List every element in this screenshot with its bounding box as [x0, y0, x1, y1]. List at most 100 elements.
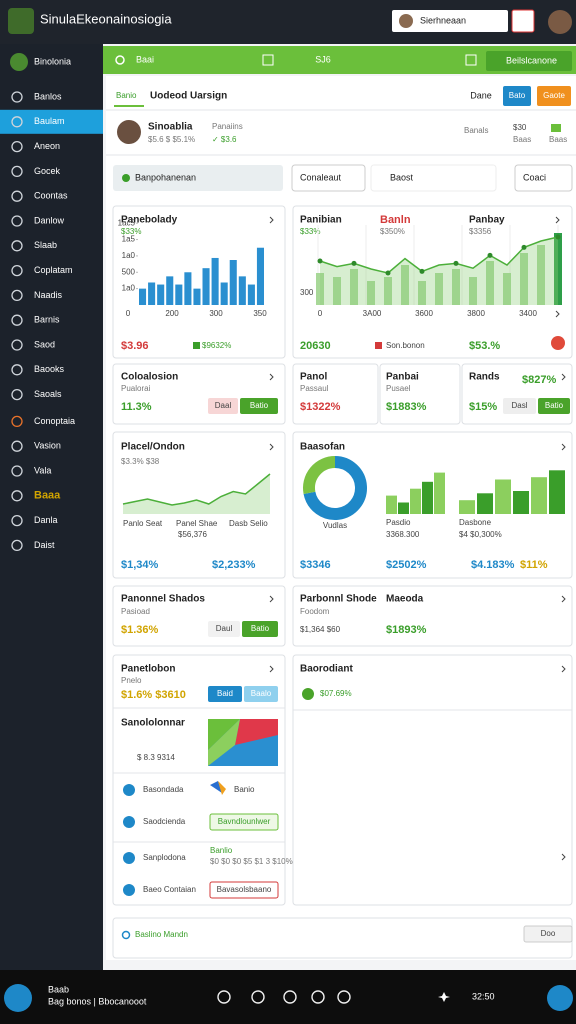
toolbar-search	[115, 55, 125, 65]
card	[292, 205, 573, 359]
button[interactable]	[503, 398, 536, 414]
card-footer: $1,34%	[121, 559, 159, 571]
sidebar	[0, 44, 103, 970]
sidebar-item[interactable]: Danla	[34, 515, 58, 525]
alert-button[interactable]	[511, 9, 535, 33]
start-button[interactable]	[4, 984, 32, 1012]
taskbar-icon[interactable]	[217, 990, 231, 1004]
button[interactable]	[208, 686, 242, 702]
button[interactable]	[209, 813, 279, 831]
toolbar-button[interactable]	[486, 51, 572, 71]
area	[320, 237, 558, 305]
button-label[interactable]: Baalo	[251, 689, 272, 698]
sidebar-icon	[11, 91, 23, 103]
card-value: $827%	[522, 374, 556, 386]
filter-search[interactable]	[113, 165, 283, 191]
section-value: $ 8.3 9314	[137, 753, 175, 762]
card-title: Banln	[380, 214, 411, 226]
card-footer: $9632%	[202, 341, 231, 350]
sidebar-item[interactable]: Saoals	[34, 389, 62, 399]
button[interactable]	[242, 621, 278, 637]
sidebar-item[interactable]: Banlos	[34, 91, 62, 101]
chevron	[561, 595, 566, 603]
filter-sort[interactable]	[514, 164, 573, 192]
button-label[interactable]: Daul	[216, 624, 233, 633]
y-tick-label: 1a5	[122, 235, 136, 244]
sidebar-item[interactable]: Coontas	[34, 191, 68, 201]
filter-select-text: Conaleaut	[300, 172, 342, 182]
sidebar-item[interactable]: Baooks	[34, 364, 65, 374]
list-item[interactable]: Basondada	[143, 785, 184, 794]
footer-info[interactable]: Baslino Mandn	[135, 930, 188, 939]
card-value: $15%	[469, 401, 497, 413]
bar	[531, 477, 547, 514]
button-label[interactable]: Doo	[541, 929, 556, 938]
donut-label: Vudlas	[323, 521, 347, 530]
button-label[interactable]: Dasl	[511, 401, 527, 410]
taskbar-icon[interactable]	[311, 990, 325, 1004]
sidebar-item[interactable]: Conoptaia	[34, 416, 75, 426]
chevron	[561, 373, 566, 381]
filter-select[interactable]	[291, 164, 366, 192]
x-tick-label: 200	[165, 309, 179, 318]
button-label[interactable]: Batio	[250, 401, 269, 410]
sidebar-item[interactable]: Naadis	[34, 290, 63, 300]
sidebar-item[interactable]: Danlow	[34, 215, 65, 225]
filter-field[interactable]	[370, 164, 497, 192]
color-block	[235, 719, 278, 745]
sidebar-item[interactable]: Daist	[34, 540, 55, 550]
tab-button-label[interactable]: Bato	[509, 91, 526, 100]
tab-button[interactable]	[537, 86, 571, 106]
button-label[interactable]: Bavndlounlwer	[218, 817, 271, 826]
bar	[247, 284, 255, 305]
taskbar-icon[interactable]	[337, 990, 351, 1004]
taskbar-icon[interactable]	[283, 990, 297, 1004]
tab-button-label[interactable]: Dane	[470, 90, 492, 100]
card-title: Panol	[300, 372, 327, 383]
tab-button[interactable]	[503, 86, 531, 106]
point	[351, 260, 357, 266]
sidebar-item[interactable]: Gocek	[34, 166, 61, 176]
tab-active[interactable]: Banio	[116, 91, 137, 100]
list-item[interactable]: Sanplodona	[143, 853, 186, 862]
button-label[interactable]: Batio	[251, 624, 270, 633]
sidebar-item[interactable]: Vasion	[34, 441, 61, 451]
button[interactable]	[209, 881, 279, 899]
search-box[interactable]	[392, 10, 508, 32]
taskbar-icon[interactable]	[251, 990, 265, 1004]
tab-button-label[interactable]: Gaote	[543, 91, 565, 100]
chart-label: Pasdio	[386, 518, 411, 527]
area	[123, 474, 270, 514]
button[interactable]	[523, 925, 573, 943]
bar	[537, 245, 545, 305]
button-label[interactable]: Bavasolsbaano	[217, 885, 272, 894]
button-label[interactable]: Baid	[217, 689, 233, 698]
small-text: Banlio	[210, 846, 233, 855]
tab-button[interactable]	[466, 86, 496, 106]
sidebar-item[interactable]: Baulam	[34, 116, 65, 126]
button[interactable]	[240, 398, 278, 414]
button[interactable]	[208, 398, 238, 414]
x-tick-label: 0	[318, 309, 323, 318]
list-item[interactable]: Baeo Contaian	[143, 885, 196, 894]
list-item[interactable]: Saodcienda	[143, 817, 186, 826]
button-label[interactable]: Batio	[545, 401, 564, 410]
sidebar-item[interactable]: Aneon	[34, 141, 60, 151]
sidebar-item[interactable]: Barnis	[34, 315, 60, 325]
button[interactable]	[208, 621, 240, 637]
bar	[350, 269, 358, 305]
sidebar-item[interactable]: Baaa	[34, 490, 61, 502]
sidebar-item[interactable]: Vala	[34, 465, 51, 475]
button[interactable]	[538, 398, 570, 414]
button-label[interactable]: Daal	[215, 401, 232, 410]
sidebar-item[interactable]: Coplatam	[34, 265, 73, 275]
tab[interactable]: Uodeod Uarsign	[150, 91, 227, 102]
card-title: Placel/Ondon	[121, 442, 185, 453]
toolbar-left[interactable]: Baai	[136, 54, 154, 64]
x-tick-label: 350	[253, 309, 267, 318]
toolbar-right[interactable]: Beilslcanone	[506, 55, 557, 65]
button[interactable]	[244, 686, 278, 702]
sidebar-item[interactable]: Slaab	[34, 240, 57, 250]
sidebar-item[interactable]: Saod	[34, 339, 55, 349]
chart-label: 3368.300	[386, 530, 420, 539]
